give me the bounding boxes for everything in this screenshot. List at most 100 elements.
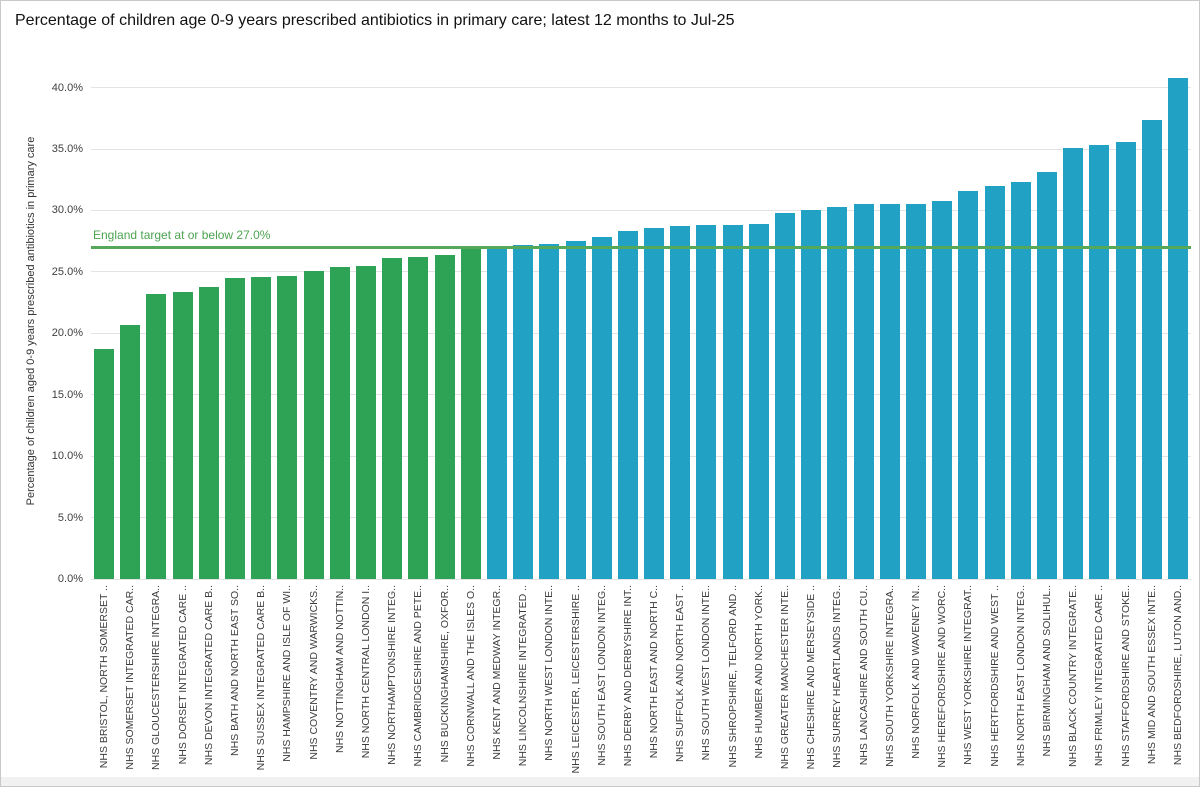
bar bbox=[434, 254, 455, 579]
bar bbox=[277, 275, 298, 579]
gridline-40.0% bbox=[91, 87, 1191, 89]
x-axis-category-label: NHS LEICESTER, LEICESTERSHIRE .. bbox=[569, 585, 582, 774]
gridline-10.0% bbox=[91, 455, 1191, 457]
x-axis-category-label: NHS DEVON INTEGRATED CARE B.. bbox=[202, 585, 215, 766]
bar bbox=[1141, 119, 1162, 579]
y-axis-tick-label: 10.0% bbox=[51, 450, 83, 463]
x-axis-category-label: NHS SOUTH EAST LONDON INTEG.. bbox=[595, 585, 608, 766]
gridline-5.0% bbox=[91, 517, 1191, 519]
bar bbox=[172, 291, 193, 579]
bar bbox=[879, 204, 900, 579]
bar bbox=[853, 204, 874, 579]
x-axis-category-label: NHS BRISTOL, NORTH SOMERSET .. bbox=[98, 585, 111, 769]
y-axis-tick-label: 15.0% bbox=[51, 388, 83, 401]
bar bbox=[1063, 147, 1084, 579]
x-axis-category-label: NHS GLOUCESTERSHIRE INTEGRA.. bbox=[150, 585, 163, 770]
x-axis-category-label: NHS CORNWALL AND THE ISLES O.. bbox=[464, 585, 477, 767]
bar bbox=[932, 200, 953, 579]
x-axis-category-label: NHS NORTH CENTRAL LONDON I.. bbox=[360, 585, 372, 759]
bar bbox=[696, 225, 717, 579]
bar bbox=[198, 286, 219, 579]
bar bbox=[486, 246, 507, 579]
plot-area: England target at or below 27.0% bbox=[91, 63, 1191, 580]
x-axis-category-label: NHS BUCKINGHAMSHIRE, OXFOR.. bbox=[438, 585, 451, 763]
y-axis-tick-label: 0.0% bbox=[57, 573, 83, 585]
gridline-30.0% bbox=[91, 209, 1191, 211]
bar bbox=[1115, 141, 1136, 579]
bar bbox=[408, 257, 429, 579]
bar bbox=[1089, 145, 1110, 579]
bar bbox=[329, 266, 350, 579]
x-axis-category-label: NHS NORFOLK AND WAVENEY IN.. bbox=[910, 585, 922, 759]
x-axis-category-label: NHS NORTH WEST LONDON INTE.. bbox=[543, 585, 556, 761]
x-axis-category-label: NHS GREATER MANCHESTER INTE.. bbox=[779, 585, 792, 770]
y-axis-tick-label: 30.0% bbox=[51, 204, 83, 217]
x-axis-category-label: NHS SUSSEX INTEGRATED CARE B.. bbox=[255, 585, 268, 771]
y-axis-tick-label: 20.0% bbox=[51, 327, 83, 340]
bar bbox=[827, 206, 848, 579]
bar bbox=[958, 190, 979, 579]
x-axis-category-label: NHS SOUTH YORKSHIRE INTEGRA.. bbox=[883, 585, 896, 767]
x-axis-category-label: NHS BATH AND NORTH EAST SO.. bbox=[229, 585, 242, 756]
bar bbox=[225, 278, 246, 579]
x-axis-category-label: NHS SOUTH WEST LONDON INTE.. bbox=[700, 585, 713, 761]
x-axis-category-label: NHS NORTHAMPTONSHIRE INTEG.. bbox=[386, 585, 399, 765]
bar bbox=[382, 258, 403, 579]
england-target-label: England target at or below 27.0% bbox=[93, 228, 271, 243]
england-target-line bbox=[91, 245, 1191, 249]
bar bbox=[303, 270, 324, 579]
bar bbox=[539, 243, 560, 579]
x-axis-category-label: NHS DORSET INTEGRATED CARE .. bbox=[176, 585, 189, 765]
y-axis-tick-label: 25.0% bbox=[51, 265, 83, 278]
bar bbox=[617, 231, 638, 579]
bar bbox=[1167, 77, 1188, 579]
x-axis-category-label: NHS HUMBER AND NORTH YORK.. bbox=[752, 585, 765, 759]
x-axis-category-label: NHS NORTH EAST AND NORTH C.. bbox=[648, 585, 661, 759]
bar bbox=[251, 276, 272, 579]
y-axis-tick-label: 5.0% bbox=[57, 511, 83, 524]
x-axis-category-label: NHS FRIMLEY INTEGRATED CARE .. bbox=[1093, 585, 1106, 767]
x-axis-category-label: NHS BIRMINGHAM AND SOLIHUL.. bbox=[1040, 585, 1053, 757]
bar bbox=[1010, 182, 1031, 579]
x-axis-category-label: NHS MID AND SOUTH ESSEX INTE.. bbox=[1145, 585, 1158, 765]
x-axis-category-label: NHS HERTFORDSHIRE AND WEST .. bbox=[988, 585, 1001, 767]
bar bbox=[565, 241, 586, 579]
x-axis-category-label: NHS BEDFORDSHIRE, LUTON AND.. bbox=[1171, 585, 1184, 766]
x-axis-category-label: NHS HAMPSHIRE AND ISLE OF WI.. bbox=[281, 585, 294, 762]
bar bbox=[94, 349, 115, 579]
x-axis-category-label: NHS KENT AND MEDWAY INTEGR.. bbox=[490, 585, 503, 760]
x-axis-category-label: NHS CHESHIRE AND MERSEYSIDE .. bbox=[805, 585, 818, 770]
gridline-35.0% bbox=[91, 148, 1191, 150]
x-axis-category-label: NHS NOTTINGHAM AND NOTTIN.. bbox=[333, 585, 346, 753]
bar bbox=[591, 237, 612, 579]
x-axis-category-label: NHS WEST YORKSHIRE INTEGRAT.. bbox=[962, 585, 975, 765]
bottom-margin-strip bbox=[1, 777, 1199, 786]
bar bbox=[356, 265, 376, 579]
bar bbox=[722, 225, 743, 579]
x-axis-category-label: NHS DERBY AND DERBYSHIRE INT.. bbox=[621, 585, 634, 767]
bar bbox=[984, 185, 1005, 579]
x-axis-category-label: NHS HEREFORDSHIRE AND WORC.. bbox=[936, 585, 949, 768]
gridline-0.0% bbox=[91, 578, 1191, 580]
bar bbox=[906, 204, 926, 579]
x-axis-category-label: NHS CAMBRIDGESHIRE AND PETE.. bbox=[412, 585, 425, 767]
x-axis-category-label: NHS STAFFORDSHIRE AND STOKE.. bbox=[1119, 585, 1132, 767]
bar bbox=[748, 223, 769, 579]
gridline-20.0% bbox=[91, 332, 1191, 334]
x-axis-category-label: NHS SOMERSET INTEGRATED CAR.. bbox=[124, 585, 137, 770]
x-axis-category-label: NHS SUFFOLK AND NORTH EAST .. bbox=[674, 585, 687, 762]
x-axis-category-label: NHS SHROPSHIRE, TELFORD AND .. bbox=[726, 585, 739, 768]
bar bbox=[460, 247, 481, 579]
bar bbox=[775, 212, 796, 579]
x-axis-category-label: NHS NORTH EAST LONDON INTEG.. bbox=[1014, 585, 1027, 767]
bar bbox=[120, 324, 141, 579]
x-axis-category-label: NHS LANCASHIRE AND SOUTH CU.. bbox=[857, 585, 870, 766]
gridline-25.0% bbox=[91, 271, 1191, 273]
bar bbox=[670, 226, 691, 579]
y-axis-tick-label: 35.0% bbox=[51, 143, 83, 155]
x-axis-category-label: NHS BLACK COUNTRY INTEGRATE.. bbox=[1067, 585, 1080, 768]
bar bbox=[1036, 172, 1057, 579]
bar bbox=[146, 293, 167, 579]
bar bbox=[801, 210, 822, 579]
x-axis-category-label: NHS LINCOLNSHIRE INTEGRATED .. bbox=[517, 585, 530, 767]
